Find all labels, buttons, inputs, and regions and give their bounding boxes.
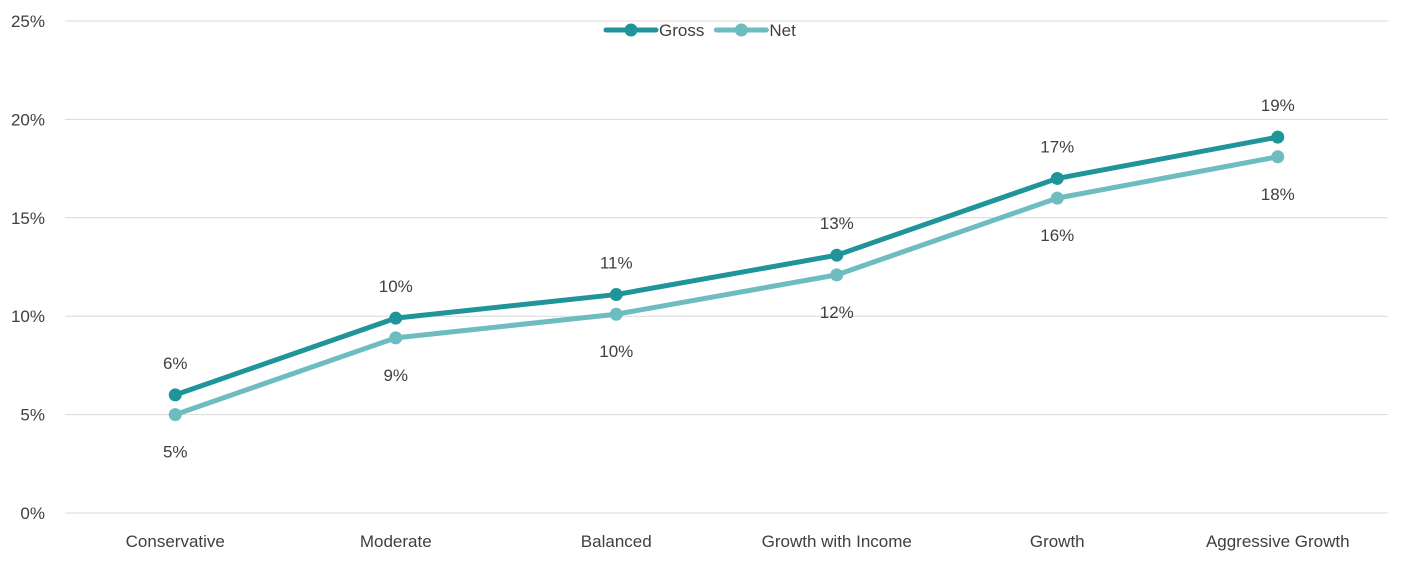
y-axis-tick-labels: 0% 5% 10% 15% 20% 25%	[11, 12, 45, 523]
data-point-net	[1271, 150, 1285, 164]
data-label-net: 16%	[1040, 226, 1074, 245]
data-label-net: 5%	[163, 443, 188, 462]
series-lines	[168, 130, 1285, 422]
data-labels: 6% 10% 11% 13% 17% 19% 5% 9% 10% 12% 16% 18%	[163, 96, 1295, 461]
data-point-gross	[168, 388, 182, 402]
data-label-net: 12%	[820, 303, 854, 322]
data-label-gross: 11%	[600, 254, 633, 273]
y-tick-label: 10%	[11, 307, 45, 326]
data-label-gross: 6%	[163, 354, 188, 373]
data-label-gross: 10%	[379, 277, 413, 296]
x-tick-label: Aggressive Growth	[1206, 532, 1350, 551]
data-point-gross	[830, 248, 844, 262]
y-tick-label: 25%	[11, 12, 45, 31]
legend-label-net: Net	[769, 21, 796, 40]
y-tick-label: 5%	[20, 406, 45, 425]
data-label-gross: 17%	[1040, 137, 1074, 156]
legend-label-gross: Gross	[659, 21, 704, 40]
data-point-gross	[1271, 130, 1285, 144]
data-label-gross: 13%	[820, 214, 854, 233]
data-point-net	[168, 408, 182, 422]
data-point-net	[1050, 191, 1064, 205]
data-label-gross: 19%	[1261, 96, 1295, 115]
y-tick-label: 0%	[20, 504, 45, 523]
data-point-net	[609, 307, 623, 321]
gridlines	[65, 20, 1388, 514]
data-label-net: 18%	[1261, 185, 1295, 204]
x-tick-label: Balanced	[581, 532, 652, 551]
data-point-gross	[609, 288, 623, 302]
legend-marker-net	[734, 23, 748, 37]
data-point-net	[830, 268, 844, 282]
data-point-gross	[1050, 171, 1064, 185]
x-tick-label: Growth	[1030, 532, 1085, 551]
series-line-gross	[172, 134, 1281, 398]
data-point-gross	[389, 311, 403, 325]
x-tick-label: Moderate	[360, 532, 432, 551]
data-label-net: 9%	[383, 366, 408, 385]
y-tick-label: 20%	[11, 110, 45, 129]
x-axis-category-labels: Conservative Moderate Balanced Growth with …	[126, 532, 1350, 551]
x-tick-label: Conservative	[126, 532, 225, 551]
data-label-net: 10%	[599, 342, 633, 361]
legend-marker-gross	[624, 23, 638, 37]
y-tick-label: 15%	[11, 209, 45, 228]
x-tick-label: Growth with Income	[762, 532, 912, 551]
legend: Gross Net	[603, 21, 796, 40]
series-line-net	[172, 154, 1281, 418]
data-point-net	[389, 331, 403, 345]
